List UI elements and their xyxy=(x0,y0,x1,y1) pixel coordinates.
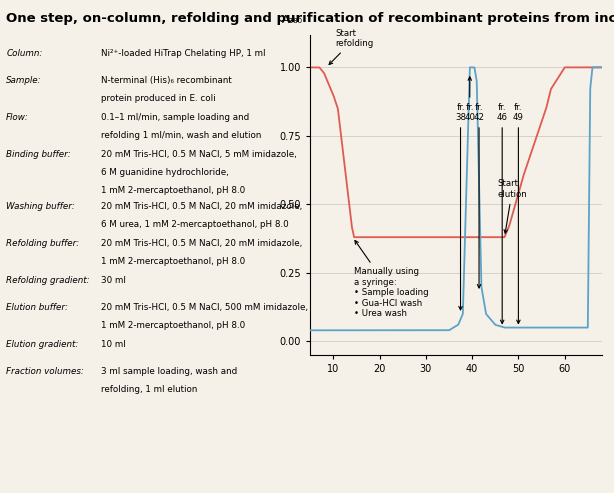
Text: 30 ml: 30 ml xyxy=(101,276,126,285)
Text: 20 mM Tris-HCl, 0.5 M NaCl, 500 mM imidazole,: 20 mM Tris-HCl, 0.5 M NaCl, 500 mM imida… xyxy=(101,303,308,312)
Text: Ni²⁺-loaded HiTrap Chelating HP, 1 ml: Ni²⁺-loaded HiTrap Chelating HP, 1 ml xyxy=(101,49,266,58)
Text: 10 ml: 10 ml xyxy=(101,340,126,349)
Text: fr.
38: fr. 38 xyxy=(455,103,466,310)
Text: 0.1–1 ml/min, sample loading and: 0.1–1 ml/min, sample loading and xyxy=(101,113,249,122)
Text: One step, on-column, refolding and purification of recombinant proteins from inc: One step, on-column, refolding and purif… xyxy=(6,12,614,25)
Text: A₂₈₀: A₂₈₀ xyxy=(282,15,303,25)
Text: protein produced in E. coli: protein produced in E. coli xyxy=(101,94,216,103)
Text: fr.
46: fr. 46 xyxy=(497,103,508,323)
Text: 20 mM Tris-HCl, 0.5 M NaCl, 20 mM imidazole,: 20 mM Tris-HCl, 0.5 M NaCl, 20 mM imidaz… xyxy=(101,202,303,211)
Text: Washing buffer:: Washing buffer: xyxy=(6,202,75,211)
Text: fr.
49: fr. 49 xyxy=(513,103,524,323)
Text: Start
refolding: Start refolding xyxy=(329,29,374,65)
Text: refolding 1 ml/min, wash and elution: refolding 1 ml/min, wash and elution xyxy=(101,131,262,140)
Text: Fraction volumes:: Fraction volumes: xyxy=(6,367,84,376)
Text: N-terminal (His)₆ recombinant: N-terminal (His)₆ recombinant xyxy=(101,76,232,85)
Text: 20 mM Tris-HCl, 0.5 M NaCl, 5 mM imidazole,: 20 mM Tris-HCl, 0.5 M NaCl, 5 mM imidazo… xyxy=(101,150,297,159)
Text: Binding buffer:: Binding buffer: xyxy=(6,150,71,159)
Text: ml: ml xyxy=(613,368,614,378)
Text: fr.
42: fr. 42 xyxy=(473,103,484,288)
Text: Flow:: Flow: xyxy=(6,113,29,122)
Text: 1 mM 2-mercaptoethanol, pH 8.0: 1 mM 2-mercaptoethanol, pH 8.0 xyxy=(101,186,246,195)
Text: Sample:: Sample: xyxy=(6,76,42,85)
Text: Refolding buffer:: Refolding buffer: xyxy=(6,239,79,248)
Text: Column:: Column: xyxy=(6,49,42,58)
Text: 3 ml sample loading, wash and: 3 ml sample loading, wash and xyxy=(101,367,238,376)
Text: 1 mM 2-mercaptoethanol, pH 8.0: 1 mM 2-mercaptoethanol, pH 8.0 xyxy=(101,257,246,266)
Text: 6 M guanidine hydrochloride,: 6 M guanidine hydrochloride, xyxy=(101,168,229,177)
Text: Refolding gradient:: Refolding gradient: xyxy=(6,276,90,285)
Text: Elution gradient:: Elution gradient: xyxy=(6,340,79,349)
Text: Start
elution: Start elution xyxy=(497,179,527,233)
Text: 20 mM Tris-HCl, 0.5 M NaCl, 20 mM imidazole,: 20 mM Tris-HCl, 0.5 M NaCl, 20 mM imidaz… xyxy=(101,239,303,248)
Text: Manually using
a syringe:
• Sample loading
• Gua-HCl wash
• Urea wash: Manually using a syringe: • Sample loadi… xyxy=(354,241,429,318)
Text: fr.
40: fr. 40 xyxy=(464,77,475,122)
Text: refolding, 1 ml elution: refolding, 1 ml elution xyxy=(101,385,198,394)
Text: 1 mM 2-mercaptoethanol, pH 8.0: 1 mM 2-mercaptoethanol, pH 8.0 xyxy=(101,321,246,330)
Text: Elution buffer:: Elution buffer: xyxy=(6,303,68,312)
Text: 6 M urea, 1 mM 2-mercaptoethanol, pH 8.0: 6 M urea, 1 mM 2-mercaptoethanol, pH 8.0 xyxy=(101,220,289,229)
